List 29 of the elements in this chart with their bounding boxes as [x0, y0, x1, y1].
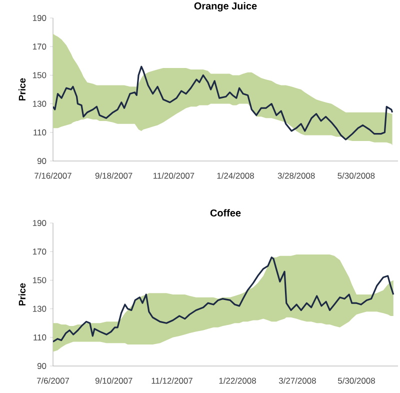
chart-title: Orange Juice — [194, 2, 257, 12]
x-tick-label: 3/28/2008 — [278, 172, 315, 179]
y-tick-label: 170 — [32, 44, 46, 50]
chart-title: Coffee — [210, 209, 241, 216]
x-tick-label: 1/24/2008 — [217, 172, 254, 179]
y-axis-title: Price — [18, 283, 26, 306]
x-tick-label: 5/30/2008 — [338, 378, 375, 384]
y-tick-label: 150 — [32, 72, 46, 78]
y-tick-label: 150 — [32, 277, 46, 284]
y-tick-label: 130 — [32, 306, 46, 312]
x-tick-label: 3/27/2008 — [278, 378, 316, 384]
y-tick-label: 190 — [32, 15, 46, 21]
y-tick-label: 170 — [32, 248, 46, 255]
x-tick-label: 9/18/2007 — [95, 172, 132, 179]
x-tick-label: 5/30/2008 — [338, 172, 375, 179]
y-tick-label: 90 — [37, 158, 46, 164]
x-tick-label: 11/20/2007 — [153, 172, 194, 179]
x-tick-label: 1/22/2008 — [219, 378, 256, 384]
y-axis-title: Price — [18, 78, 26, 100]
x-tick-label: 7/6/2007 — [36, 378, 70, 384]
line-series — [53, 66, 394, 140]
x-tick-label: 9/10/2007 — [95, 378, 132, 384]
x-tick-label: 7/16/2007 — [34, 172, 72, 179]
y-tick-label: 110 — [34, 129, 46, 136]
x-tick-label: 11/12/2007 — [152, 378, 192, 384]
y-tick-label: 110 — [34, 334, 46, 340]
y-tick-label: 190 — [32, 220, 46, 226]
y-tick-label: 130 — [32, 100, 46, 107]
y-tick-label: 90 — [37, 363, 46, 369]
